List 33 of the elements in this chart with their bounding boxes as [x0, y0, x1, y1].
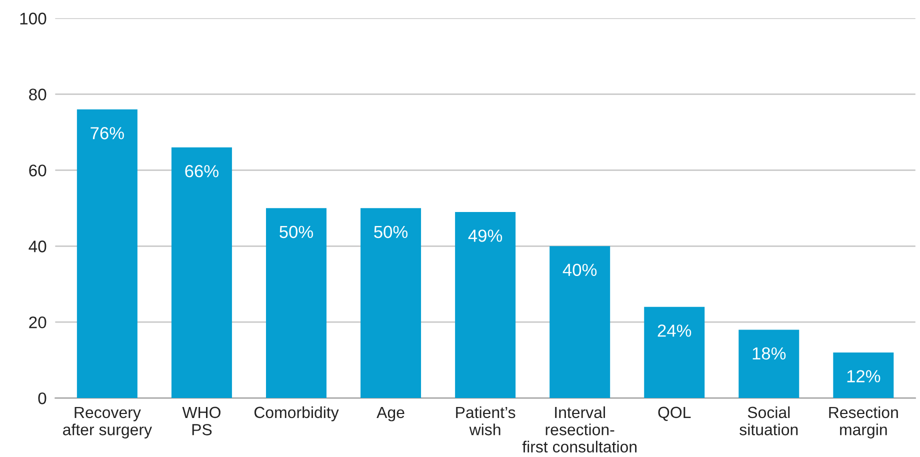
- bar: [550, 246, 610, 398]
- x-tick-label: WHO PS: [182, 406, 220, 436]
- data-label: 18%: [752, 347, 786, 360]
- data-label: 24%: [658, 324, 692, 337]
- x-tick-label: Social situation: [740, 406, 798, 436]
- bar: [266, 208, 326, 398]
- data-label: 49%: [468, 230, 502, 242]
- bar: [76, 109, 138, 398]
- data-label: 66%: [185, 165, 218, 178]
- bar: [360, 208, 422, 398]
- y-tick-label: 60: [29, 164, 46, 176]
- bar: [644, 306, 705, 398]
- y-tick-label: 100: [20, 12, 46, 24]
- bar: [833, 352, 894, 398]
- data-label: 40%: [562, 264, 597, 276]
- bar: [455, 212, 516, 398]
- bar: [171, 147, 232, 398]
- data-label: 12%: [847, 370, 880, 382]
- data-label: 50%: [280, 226, 313, 238]
- x-tick-label: Comorbidity: [254, 406, 339, 422]
- x-tick-label: QOL: [658, 406, 691, 421]
- x-tick-label: Age: [376, 406, 404, 422]
- x-tick-label: Recovery after surgery: [63, 406, 152, 438]
- data-label: 76%: [90, 127, 124, 140]
- data-label: 50%: [374, 226, 408, 238]
- y-tick-label: 80: [29, 88, 46, 100]
- y-tick-label: 20: [29, 316, 46, 328]
- x-tick-label: Patient’s wish: [456, 406, 516, 436]
- y-tick-label: 40: [28, 240, 46, 252]
- bar: [738, 330, 800, 398]
- x-tick-label: Resection margin: [829, 406, 898, 438]
- x-tick-label: Interval resection- first consultation: [522, 406, 636, 453]
- y-tick-label: 0: [38, 392, 46, 404]
